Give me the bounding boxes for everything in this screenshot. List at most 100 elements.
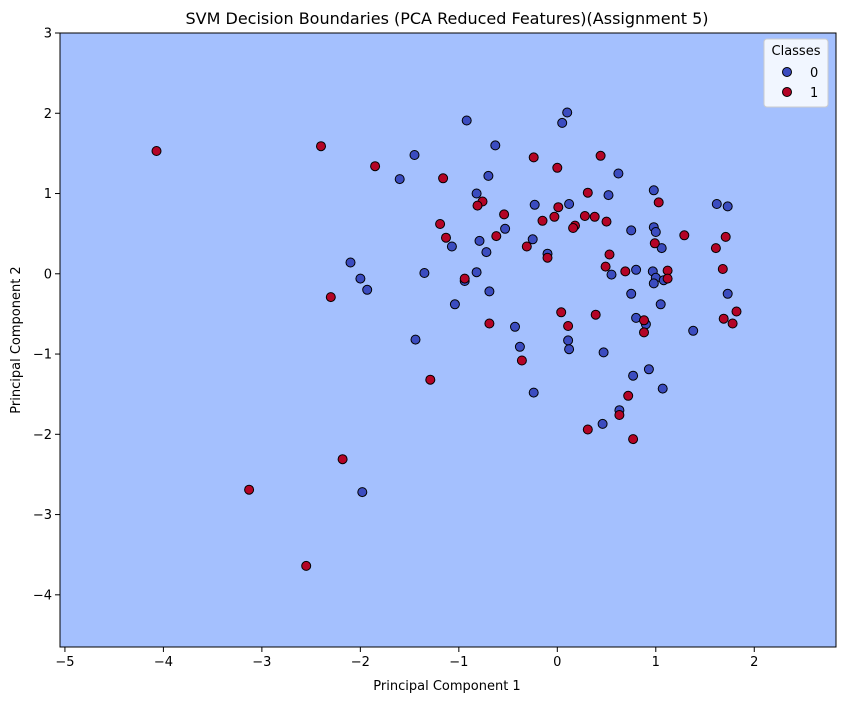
data-point-class-1 [718,313,729,324]
data-point-class-1 [601,216,612,227]
data-point-class-0 [471,267,482,278]
data-point-class-1 [604,249,615,260]
data-point-class-1 [590,309,601,320]
data-point-class-0 [355,273,366,284]
data-point-class-1 [639,327,649,338]
x-tick-label: 0 [553,655,561,670]
data-point-class-0 [500,223,511,234]
data-point-class-0 [481,247,492,258]
legend-marker-class-0 [782,67,792,77]
data-point-class-1 [151,146,162,156]
data-point-class-1 [727,318,738,329]
data-point-class-1 [537,215,548,226]
data-point-class-0 [394,174,405,185]
data-point-class-0 [563,335,574,346]
y-tick-label: −2 [33,428,52,443]
data-point-class-1 [316,141,326,152]
data-point-class-0 [564,199,575,209]
legend-box [763,38,829,108]
legend-label-class-1: 1 [810,86,818,101]
data-point-class-0 [490,140,501,151]
x-tick-label: 2 [750,655,758,670]
data-point-class-0 [562,107,573,118]
y-tick-label: 2 [44,107,52,122]
data-point-class-0 [557,117,568,128]
data-point-class-1 [528,152,539,163]
data-point-class-1 [552,162,563,173]
x-axis: −5 −4 −3 −2 −1 0 1 2 [55,647,758,670]
data-point-class-0 [655,299,666,310]
data-point-class-0 [471,188,482,199]
data-point-class-1 [516,355,527,366]
data-point-class-1 [425,374,436,385]
data-point-class-1 [337,454,348,465]
data-point-class-0 [613,168,624,179]
legend-label-class-0: 0 [810,66,818,81]
data-point-class-1 [491,231,502,242]
data-point-class-1 [600,261,611,272]
data-point-class-1 [620,266,631,277]
y-tick-label: −3 [33,508,52,523]
data-point-class-1 [649,238,660,249]
data-point-class-0 [603,190,614,201]
data-point-class-1 [582,424,593,435]
data-point-class-0 [688,325,699,336]
data-point-class-1 [542,252,553,263]
y-tick-label: −1 [33,348,52,363]
data-point-class-1 [499,209,510,220]
data-point-class-1 [720,231,731,242]
x-axis-label: Principal Component 1 [373,679,520,694]
data-point-class-1 [662,273,673,284]
data-point-class-0 [514,341,525,352]
x-tick-label: 1 [652,655,660,670]
data-point-class-1 [441,232,451,243]
data-point-class-0 [461,115,472,126]
y-tick-label: −4 [33,588,52,603]
data-point-class-0 [631,264,642,275]
data-point-class-1 [589,211,600,222]
data-point-class-1 [301,560,312,571]
data-point-class-0 [711,199,722,209]
data-point-class-1 [653,197,664,208]
data-point-class-0 [446,241,457,252]
data-point-class-0 [528,387,539,398]
data-point-class-0 [474,235,485,246]
data-point-class-1 [731,306,742,317]
data-point-class-0 [650,227,661,237]
data-point-class-0 [626,225,637,236]
data-point-class-0 [449,299,460,310]
data-point-class-0 [529,199,540,210]
data-point-class-1 [563,321,574,331]
chart-title: SVM Decision Boundaries (PCA Reduced Fea… [186,9,709,28]
x-tick-label: −2 [351,655,370,670]
y-tick-label: 1 [44,187,52,202]
data-point-class-0 [626,288,637,299]
y-axis: 3 2 1 0 −1 −2 −3 −4 [33,27,60,603]
data-point-class-1 [553,202,564,213]
y-tick-label: 3 [44,27,52,42]
data-point-class-1 [435,219,446,229]
plot-frame [59,32,837,648]
data-point-class-0 [643,364,654,375]
legend-title: Classes [772,44,821,59]
data-point-class-0 [598,347,609,358]
data-point-class-1 [614,410,625,420]
data-point-class-0 [483,170,494,181]
data-point-class-1 [717,264,728,274]
data-point-class-0 [362,284,373,295]
data-point-class-1 [484,318,495,329]
data-point-class-1 [556,307,567,318]
data-point-class-1 [549,211,560,222]
data-point-class-1 [568,223,579,233]
data-point-class-0 [409,150,420,160]
data-point-class-0 [657,383,668,394]
data-point-class-0 [628,370,639,381]
data-point-class-0 [648,278,659,289]
data-point-class-0 [410,334,421,345]
points-layer [151,107,742,571]
data-point-class-1 [370,161,381,172]
data-point-class-1 [459,273,470,284]
decision-region [60,33,836,647]
data-point-class-0 [357,487,368,498]
